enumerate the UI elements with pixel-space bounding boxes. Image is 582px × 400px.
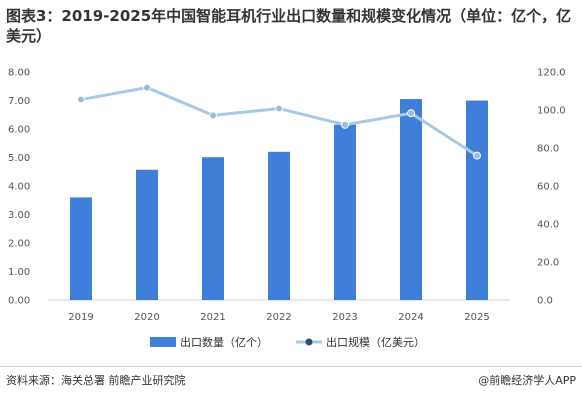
- y-right-tick-label: 20.0: [537, 258, 559, 269]
- x-tick-label: 2024: [398, 312, 423, 323]
- line-point-2022: [275, 104, 283, 113]
- x-tick-label: 2019: [68, 312, 93, 323]
- x-tick-label: 2022: [266, 312, 291, 323]
- bar-2022: [268, 151, 290, 300]
- source-note: 资料来源：海关总署 前瞻产业研究院: [6, 374, 186, 387]
- bar-2024: [400, 99, 422, 300]
- bar-2025: [466, 100, 488, 300]
- y-right-tick-label: 80.0: [537, 144, 559, 155]
- line-point-2021: [209, 111, 217, 120]
- line-point-2023: [341, 120, 349, 129]
- legend-swatch-marker: [305, 338, 313, 346]
- bar-2019: [70, 197, 92, 300]
- line-point-2025: [473, 151, 481, 160]
- x-tick-label: 2020: [134, 312, 159, 323]
- x-tick-label: 2023: [332, 312, 357, 323]
- y-right-tick-label: 0.0: [537, 296, 553, 307]
- y-left-tick-label: 2.00: [8, 239, 30, 250]
- legend-label-line: 出口规模（亿美元）: [326, 335, 425, 349]
- y-right-tick-label: 40.0: [537, 220, 559, 231]
- y-left-tick-label: 4.00: [8, 182, 30, 193]
- footer-divider: [0, 366, 582, 367]
- y-left-tick-label: 3.00: [8, 210, 30, 221]
- x-tick-label: 2021: [200, 312, 225, 323]
- y-left-tick-label: 5.00: [8, 153, 30, 164]
- y-right-tick-label: 60.0: [537, 182, 559, 193]
- chart-title: 图表3：2019-2025年中国智能耳机行业出口数量和规模变化情况（单位：亿个，…: [6, 7, 572, 45]
- credit-note: @前瞻经济学人APP: [478, 374, 576, 387]
- y-left-tick-label: 8.00: [8, 68, 30, 79]
- y-left-tick-label: 7.00: [8, 96, 30, 107]
- legend-label-bar: 出口数量（亿个）: [180, 335, 268, 349]
- legend-swatch-bar: [150, 337, 176, 347]
- bar-2020: [136, 169, 158, 300]
- bar-2023: [334, 124, 356, 300]
- y-left-tick-label: 6.00: [8, 125, 30, 136]
- y-right-tick-label: 120.0: [537, 68, 566, 79]
- x-tick-label: 2025: [464, 312, 489, 323]
- bar-2021: [202, 157, 224, 300]
- y-right-tick-label: 100.0: [537, 106, 566, 117]
- line-point-2020: [143, 83, 151, 92]
- y-left-tick-label: 1.00: [8, 267, 30, 278]
- line-point-2024: [407, 109, 415, 118]
- line-point-2019: [77, 95, 85, 104]
- y-left-tick-label: 0.00: [8, 296, 30, 307]
